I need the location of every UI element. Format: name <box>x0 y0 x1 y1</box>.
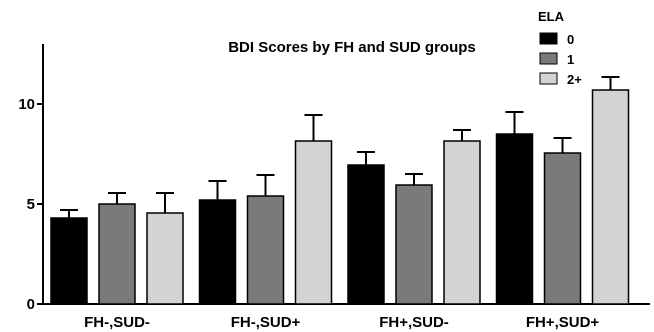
y-tick-label: 0 <box>27 296 35 313</box>
x-tick-label: FH+,SUD- <box>379 314 449 331</box>
x-tick-label: FH-,SUD+ <box>231 314 301 331</box>
bar <box>98 203 136 305</box>
bar <box>543 152 582 305</box>
chart-title: BDI Scores by FH and SUD groups <box>228 39 476 56</box>
x-tick-label: FH+,SUD+ <box>526 314 600 331</box>
bar <box>50 217 88 305</box>
legend: ELA 0 1 2+ <box>538 9 582 87</box>
bar <box>347 164 385 305</box>
x-tick-label: FH-,SUD- <box>84 314 150 331</box>
legend-label: 1 <box>567 52 574 67</box>
bar <box>591 89 630 305</box>
bar <box>443 140 481 305</box>
y-tick-label: 10 <box>18 96 35 113</box>
bar <box>146 212 184 305</box>
bars <box>50 76 630 305</box>
y-tick-label: 5 <box>27 196 35 213</box>
legend-swatch <box>539 72 558 85</box>
bar <box>294 140 333 305</box>
legend-swatch <box>539 32 558 45</box>
bar <box>395 184 433 305</box>
legend-swatch <box>539 52 558 65</box>
bar <box>246 195 285 305</box>
bar <box>495 133 534 305</box>
legend-label: 0 <box>567 32 574 47</box>
bar <box>198 199 237 305</box>
legend-title: ELA <box>538 9 565 24</box>
axes: 0 5 10 FH-,SUD- FH-,SUD+ FH+,SUD- FH+,SUD+ <box>18 44 650 331</box>
legend-label: 2+ <box>567 72 582 87</box>
